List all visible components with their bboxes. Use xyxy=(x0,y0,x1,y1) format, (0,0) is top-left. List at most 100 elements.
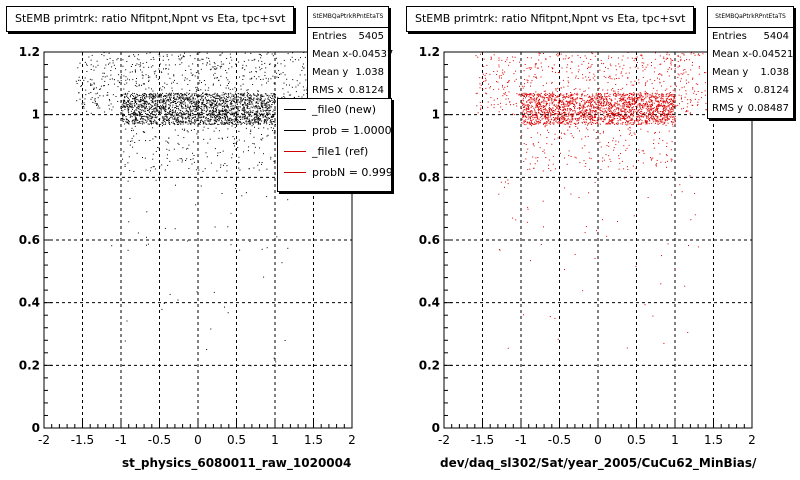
scatter-point xyxy=(241,113,242,115)
scatter-point xyxy=(529,94,531,96)
scatter-point xyxy=(632,115,634,117)
scatter-point xyxy=(125,102,127,104)
scatter-point xyxy=(625,94,627,96)
scatter-point xyxy=(553,105,555,107)
scatter-point xyxy=(178,143,180,145)
scatter-point xyxy=(639,102,641,104)
scatter-point xyxy=(184,128,186,130)
scatter-point xyxy=(257,90,259,92)
scatter-point xyxy=(192,105,194,107)
scatter-point xyxy=(223,115,225,117)
scatter-point xyxy=(197,161,199,163)
scatter-point xyxy=(198,116,200,118)
scatter-point xyxy=(229,103,231,105)
scatter-point xyxy=(266,196,268,198)
scatter-point xyxy=(212,113,214,115)
scatter-point xyxy=(196,96,198,97)
scatter-point xyxy=(181,101,183,103)
scatter-point xyxy=(657,77,658,79)
scatter-point xyxy=(230,56,232,58)
scatter-point xyxy=(144,131,146,133)
scatter-point xyxy=(629,116,631,118)
scatter-point xyxy=(569,121,570,123)
scatter-point xyxy=(651,118,653,120)
scatter-point xyxy=(129,79,130,81)
scatter-point xyxy=(661,113,663,115)
scatter-point xyxy=(604,98,606,100)
scatter-point xyxy=(670,110,672,112)
scatter-point xyxy=(198,90,200,91)
scatter-point xyxy=(537,106,539,108)
scatter-point xyxy=(267,108,268,110)
scatter-point xyxy=(241,94,243,96)
scatter-point xyxy=(566,100,568,102)
scatter-point xyxy=(219,104,221,105)
scatter-point xyxy=(270,119,272,121)
scatter-point xyxy=(641,123,643,125)
scatter-point xyxy=(603,98,605,100)
scatter-point xyxy=(139,66,141,68)
scatter-point xyxy=(227,119,229,121)
scatter-point xyxy=(237,96,239,97)
scatter-point xyxy=(153,58,155,60)
scatter-point xyxy=(174,98,175,100)
scatter-point xyxy=(217,123,219,125)
scatter-point xyxy=(525,115,527,117)
scatter-point xyxy=(625,100,627,102)
scatter-point xyxy=(213,110,215,112)
scatter-point xyxy=(206,349,208,350)
scatter-point xyxy=(134,100,136,102)
scatter-point xyxy=(280,73,282,75)
scatter-point xyxy=(155,75,157,77)
scatter-point xyxy=(180,99,182,101)
scatter-point xyxy=(639,95,641,97)
scatter-point xyxy=(125,116,127,118)
scatter-point xyxy=(229,120,230,122)
scatter-point xyxy=(210,97,212,99)
scatter-point xyxy=(568,123,570,125)
scatter-point xyxy=(589,118,590,120)
scatter-point xyxy=(176,82,178,84)
scatter-point xyxy=(588,96,590,98)
scatter-point xyxy=(204,89,206,91)
scatter-point xyxy=(589,111,591,113)
scatter-point xyxy=(181,74,183,76)
scatter-point xyxy=(576,92,578,94)
scatter-point xyxy=(260,79,262,80)
scatter-point xyxy=(179,158,181,160)
scatter-point xyxy=(213,96,215,98)
scatter-point xyxy=(595,110,597,112)
scatter-point xyxy=(256,110,258,112)
scatter-point xyxy=(131,140,133,142)
scatter-point xyxy=(656,109,658,110)
scatter-point xyxy=(166,117,168,119)
scatter-point xyxy=(121,95,123,97)
scatter-point xyxy=(188,108,190,110)
scatter-point xyxy=(536,103,538,105)
scatter-point xyxy=(600,94,602,96)
scatter-point xyxy=(268,78,269,80)
scatter-point xyxy=(144,105,146,107)
scatter-point xyxy=(533,113,535,115)
scatter-point xyxy=(224,117,226,118)
scatter-point xyxy=(581,101,582,103)
scatter-point xyxy=(686,110,688,112)
scatter-point xyxy=(165,68,167,69)
scatter-point xyxy=(551,110,553,112)
scatter-point xyxy=(190,69,192,71)
scatter-point xyxy=(283,93,285,95)
scatter-point xyxy=(525,119,527,121)
scatter-point xyxy=(544,114,546,116)
scatter-point xyxy=(207,121,209,122)
scatter-point xyxy=(133,120,135,122)
scatter-point xyxy=(217,112,219,114)
scatter-point xyxy=(180,112,182,114)
scatter-point xyxy=(250,365,252,367)
scatter-point xyxy=(96,104,98,106)
scatter-point xyxy=(200,119,202,121)
scatter-point xyxy=(127,249,129,251)
scatter-point xyxy=(276,236,278,238)
scatter-point xyxy=(535,98,537,100)
scatter-point xyxy=(140,64,142,66)
scatter-point xyxy=(199,101,200,103)
